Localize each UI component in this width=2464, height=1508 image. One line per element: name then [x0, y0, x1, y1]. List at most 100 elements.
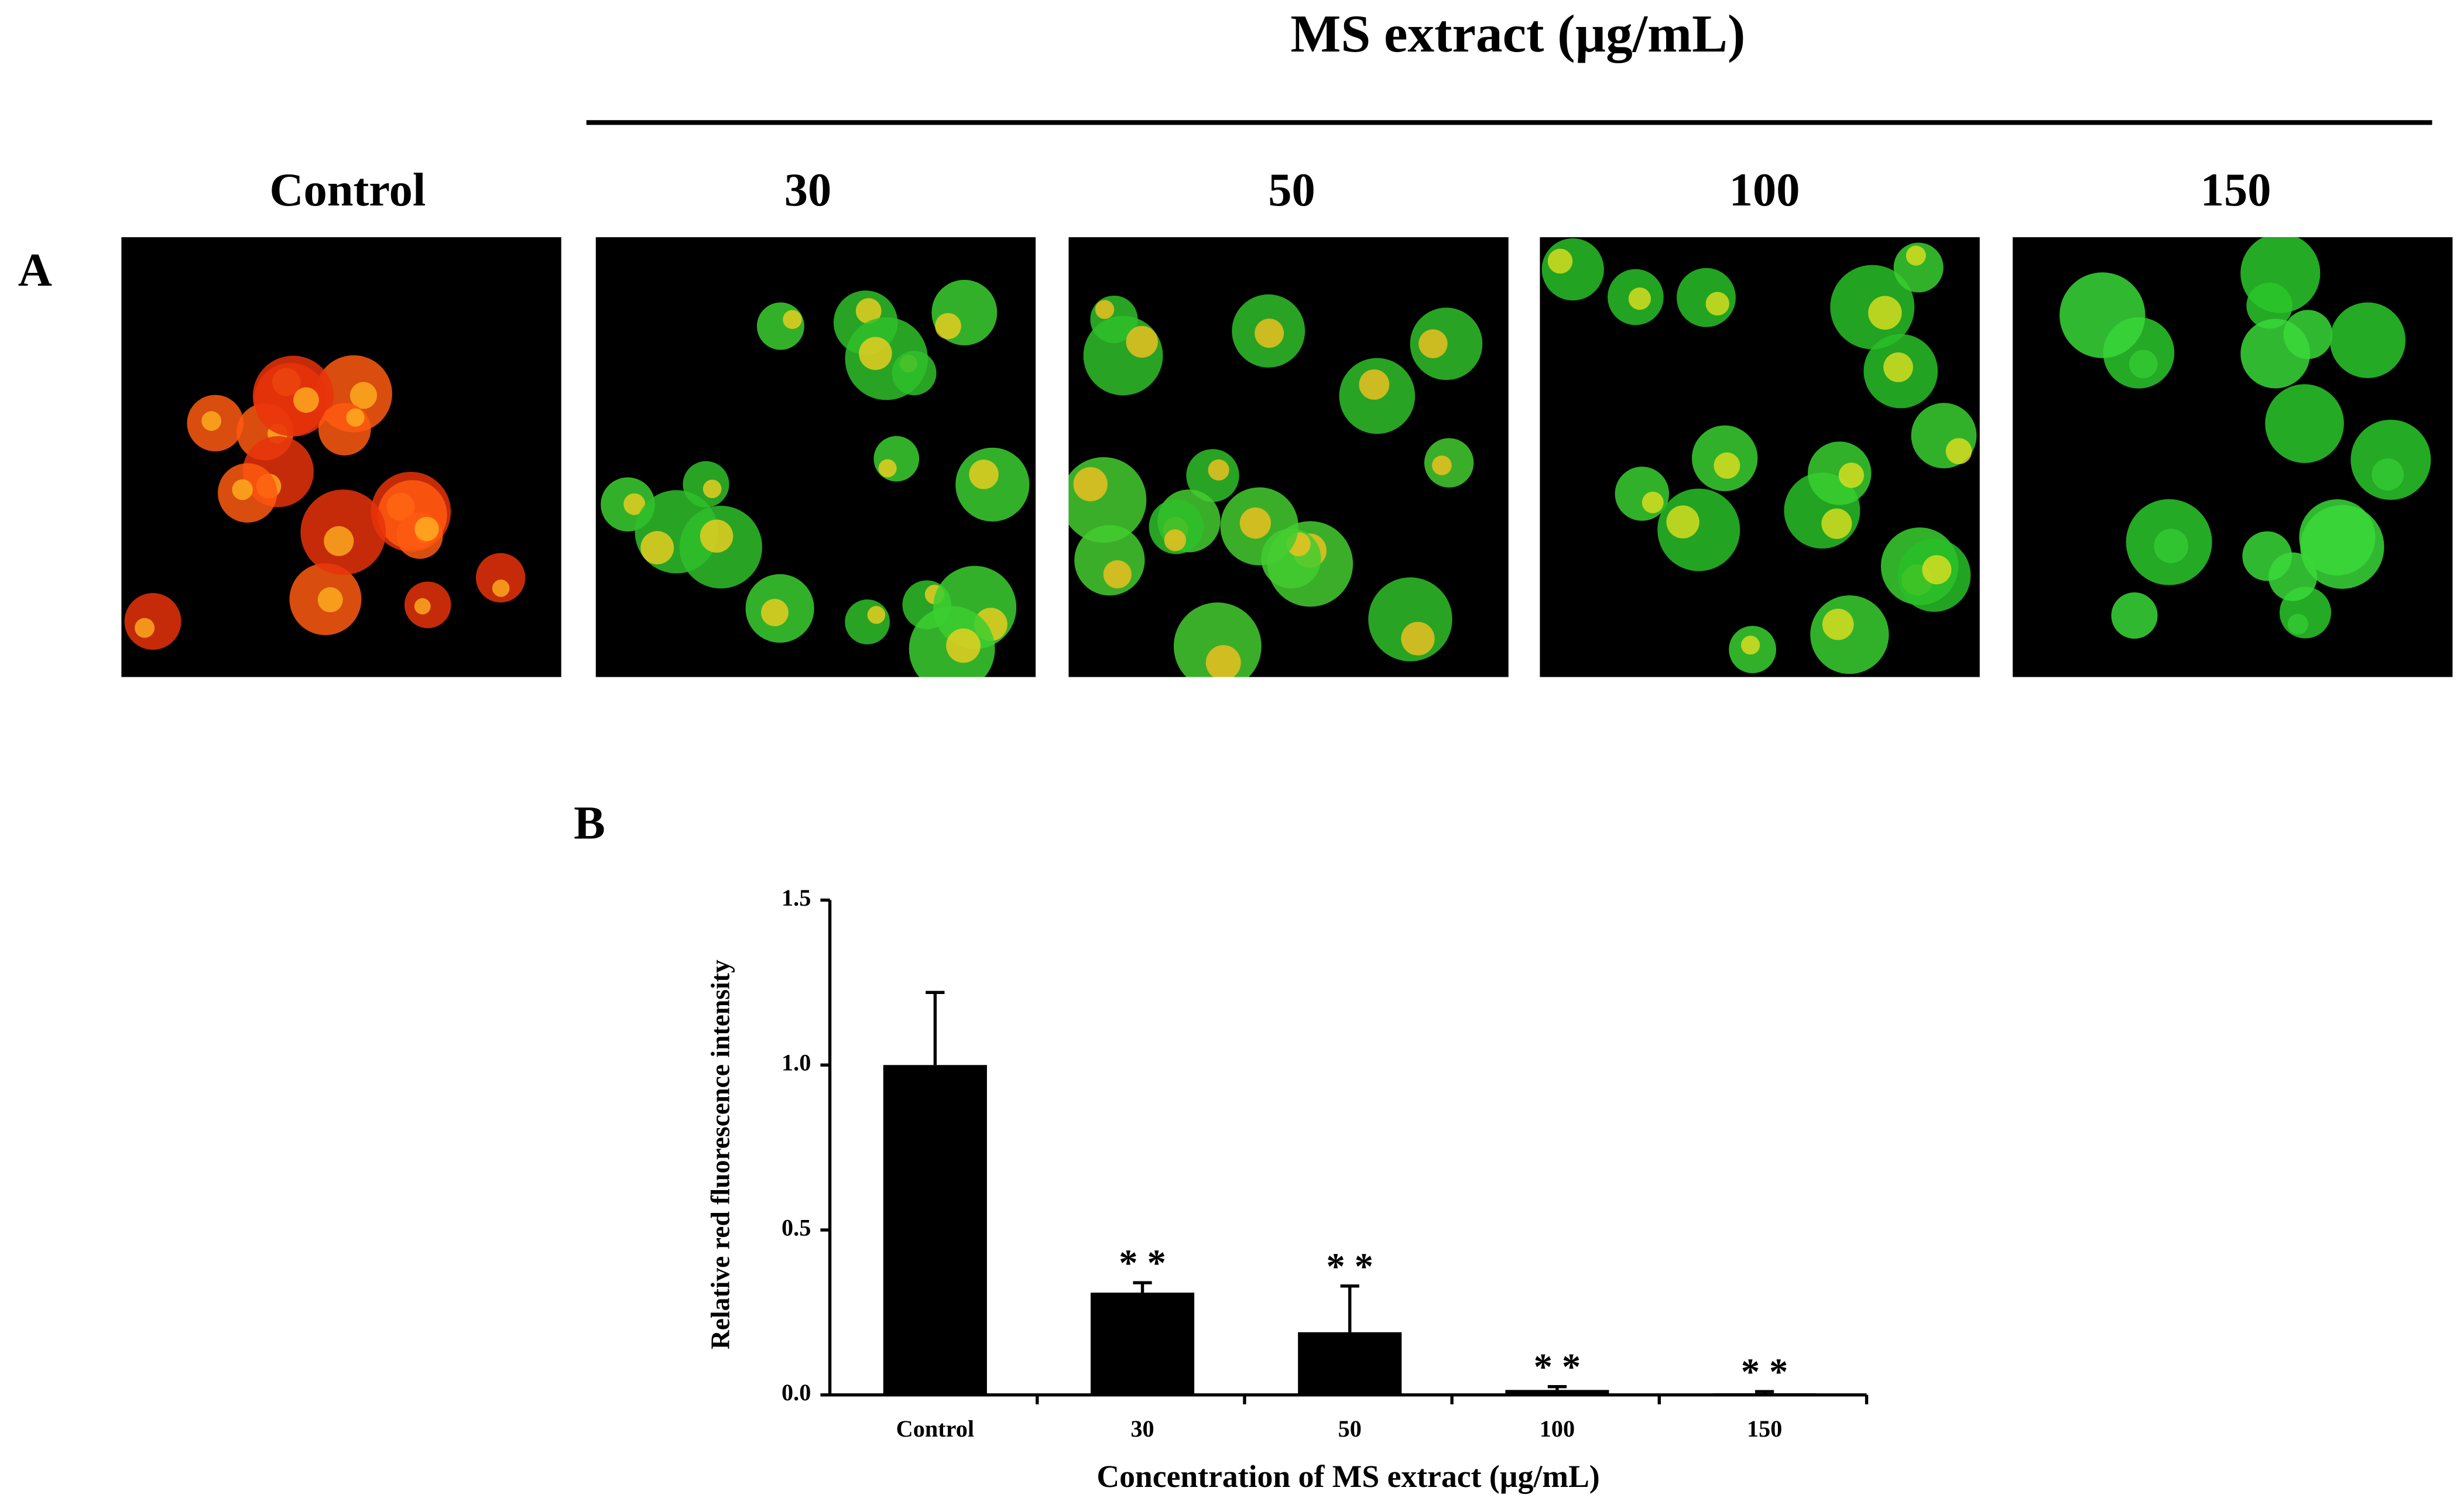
bar [1091, 1293, 1195, 1395]
x-tick-label: 150 [1747, 1416, 1782, 1442]
cell-spot [414, 598, 431, 615]
cell-spot [702, 479, 722, 498]
cell-spot [1945, 438, 1972, 465]
y-axis-title: Relative red fluorescence intensity [705, 959, 735, 1349]
cell [2111, 592, 2158, 639]
cells [1541, 238, 1977, 674]
cell-spot [349, 382, 377, 409]
cell [124, 593, 181, 650]
cell-spot [969, 460, 999, 489]
cell-spot [2154, 529, 2189, 563]
cell [378, 480, 447, 550]
bar [1712, 1393, 1817, 1395]
cell-spot [1714, 452, 1740, 479]
cell [1068, 457, 1147, 543]
micrograph [2013, 237, 2453, 677]
panel-label: B [574, 797, 605, 849]
group-title: MS extract (µg/mL) [1290, 4, 1745, 63]
cell [475, 553, 526, 603]
cell-spot [1838, 462, 1865, 488]
x-tick-label: 30 [1130, 1416, 1154, 1442]
y-tick-label: 1.5 [782, 885, 811, 911]
cell-spot [293, 387, 319, 413]
cell-spot [2287, 614, 2308, 635]
cell [2265, 384, 2344, 463]
micrograph [595, 237, 1036, 677]
cell-spot [640, 531, 674, 565]
cells [601, 280, 1030, 677]
cell-spot [135, 618, 155, 638]
panel-label: A [18, 244, 52, 296]
bar [1505, 1390, 1609, 1395]
cell-spot [1628, 287, 1651, 310]
cell-spot [492, 580, 510, 597]
cells [2059, 237, 2431, 639]
cell-spot [1205, 645, 1241, 677]
cell-spot [1883, 352, 1913, 382]
cell [2059, 272, 2146, 358]
y-tick-label: 0.5 [782, 1214, 811, 1240]
significance: * * [1119, 1242, 1166, 1284]
cell-spot [232, 479, 253, 501]
cell-spot [2372, 458, 2404, 491]
cell-spot [623, 493, 646, 515]
micrograph [1540, 237, 1980, 677]
cell [253, 362, 327, 436]
cell-spot [761, 598, 789, 626]
x-tick-label: Control [896, 1416, 974, 1442]
cell-spot [1073, 467, 1108, 502]
cell-spot [1239, 507, 1272, 539]
cell-spot [1740, 635, 1760, 655]
cell-spot [1822, 608, 1854, 640]
cell [2300, 505, 2384, 589]
cell-spot [324, 526, 354, 556]
cell-spot [1821, 508, 1852, 539]
cell-spot [317, 587, 343, 613]
cell-spot [201, 411, 222, 431]
cell-spot [2129, 349, 2158, 379]
cell-spot [783, 310, 802, 329]
x-tick-label: 100 [1540, 1416, 1575, 1442]
cell-spot [1432, 455, 1452, 475]
panel-title: 30 [784, 164, 832, 216]
cell-spot [1906, 245, 1926, 266]
cell-spot [1401, 622, 1435, 656]
cells [1068, 294, 1483, 677]
significance: * * [1534, 1346, 1581, 1388]
cell-spot [1705, 292, 1729, 316]
x-axis-title: Concentration of MS extract (µg/mL) [1096, 1459, 1599, 1494]
cell [2246, 282, 2292, 329]
x-tick-label: 50 [1338, 1416, 1362, 1442]
micrograph [121, 237, 561, 677]
cell-spot [1095, 300, 1115, 319]
bar [883, 1065, 987, 1395]
cell-spot [1255, 318, 1284, 348]
cells [124, 355, 526, 650]
cell-spot [946, 628, 981, 663]
y-tick-label: 0.0 [782, 1379, 811, 1406]
cell-spot [1868, 296, 1902, 330]
y-tick-label: 1.0 [782, 1050, 811, 1076]
cell-spot [1126, 325, 1158, 358]
cell-spot [1418, 329, 1448, 358]
cell-spot [1103, 560, 1132, 589]
cell-spot [1922, 555, 1952, 585]
cell-spot [1547, 248, 1573, 274]
significance: * * [1327, 1246, 1374, 1287]
cell-spot [1208, 459, 1229, 481]
cell-spot [935, 313, 961, 340]
cell-spot [867, 606, 886, 624]
cell-spot [859, 337, 892, 371]
panel-title: Control [269, 164, 426, 216]
cell-spot [1666, 505, 1699, 539]
panel-title: 50 [1268, 164, 1315, 216]
cell-spot [878, 459, 897, 478]
cell [845, 599, 890, 645]
panel-title: 100 [1729, 164, 1800, 216]
cell-spot [1641, 491, 1664, 513]
cell [318, 403, 371, 456]
cell-spot [700, 519, 734, 553]
bar [1298, 1332, 1402, 1395]
